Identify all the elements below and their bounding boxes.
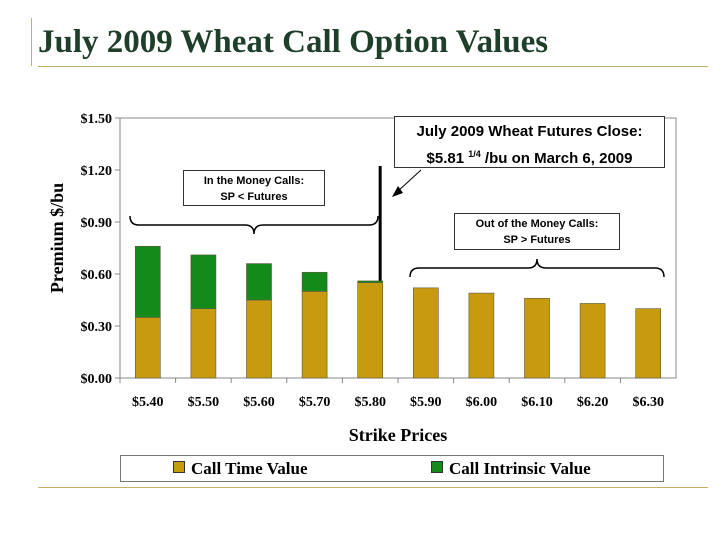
legend-swatch-intrinsic-value (431, 461, 443, 473)
futures-callout-line1: July 2009 Wheat Futures Close: (416, 123, 643, 140)
legend-label-time-value: Call Time Value (191, 459, 308, 478)
x-tick-label: $5.40 (132, 395, 164, 410)
bar-time-value (134, 317, 161, 379)
bar-time-value (412, 287, 439, 379)
chart-ticks: $0.00 $0.30 $0.60 $0.90 $1.20 $1.50 $5.40 $5.50… (81, 112, 664, 410)
bar-time-value (579, 303, 606, 379)
y-tick-label: $1.20 (81, 164, 113, 179)
futures-close-callout: July 2009 Wheat Futures Close: $5.81 1/4… (394, 116, 665, 168)
futures-arrow-head (392, 186, 403, 197)
otm-callout: Out of the Money Calls: SP > Futures (454, 213, 620, 250)
y-tick-label: $0.90 (81, 216, 113, 231)
bar-intrinsic-value (246, 263, 272, 301)
y-tick-label: $1.50 (81, 112, 113, 127)
legend-label-intrinsic-value: Call Intrinsic Value (449, 459, 591, 478)
y-tick-label: $0.30 (81, 320, 113, 335)
bar-time-value (301, 291, 328, 379)
futures-price-fraction: 1/4 (468, 149, 481, 159)
x-tick-label: $5.60 (243, 395, 275, 410)
chart-legend: Call Time Value Call Intrinsic Value (120, 455, 664, 482)
bar-intrinsic-value (134, 245, 161, 318)
bar-time-value (246, 299, 272, 379)
legend-item-intrinsic-value: Call Intrinsic Value (431, 459, 591, 479)
x-tick-label: $6.00 (466, 395, 498, 410)
legend-swatch-time-value (173, 461, 185, 473)
y-axis-label: Premium $/bu (47, 183, 67, 293)
x-axis-label: Strike Prices (349, 425, 447, 445)
title-left-rule (31, 18, 32, 66)
bar-time-value (468, 292, 495, 379)
bar-time-value (524, 297, 550, 379)
bar-intrinsic-value (190, 254, 217, 309)
y-tick-label: $0.00 (81, 372, 113, 387)
x-tick-label: $5.80 (354, 395, 386, 410)
itm-callout: In the Money Calls: SP < Futures (183, 170, 325, 206)
title-underline (38, 66, 708, 67)
bar-time-value (190, 308, 217, 379)
otm-brace (409, 258, 665, 278)
futures-callout-line2: $5.81 1/4 /bu on March 6, 2009 (395, 143, 664, 170)
futures-date: /bu on March 6, 2009 (484, 150, 633, 167)
x-tick-label: $6.10 (521, 395, 553, 410)
itm-callout-line1: In the Money Calls: (203, 175, 305, 187)
itm-callout-line2: SP < Futures (220, 191, 288, 203)
bar-intrinsic-value (301, 271, 328, 292)
bar-time-value (635, 308, 662, 379)
x-tick-label: $5.50 (188, 395, 220, 410)
x-tick-label: $5.70 (299, 395, 331, 410)
x-tick-label: $5.90 (410, 395, 442, 410)
chart-bars (134, 245, 662, 379)
x-tick-label: $6.30 (632, 395, 664, 410)
footer-rule (38, 487, 708, 488)
chart-braces (129, 215, 665, 278)
futures-price: $5.81 (426, 150, 465, 167)
futures-arrow-line (396, 169, 422, 193)
x-tick-label: $6.20 (577, 395, 609, 410)
otm-callout-line1: Out of the Money Calls: (475, 218, 599, 230)
y-tick-label: $0.60 (81, 268, 113, 283)
itm-brace (129, 215, 379, 235)
bar-intrinsic-value (357, 280, 384, 283)
otm-callout-line2: SP > Futures (503, 234, 571, 246)
legend-item-time-value: Call Time Value (173, 459, 308, 479)
bar-time-value (357, 282, 384, 379)
slide-title: July 2009 Wheat Call Option Values (38, 24, 549, 60)
